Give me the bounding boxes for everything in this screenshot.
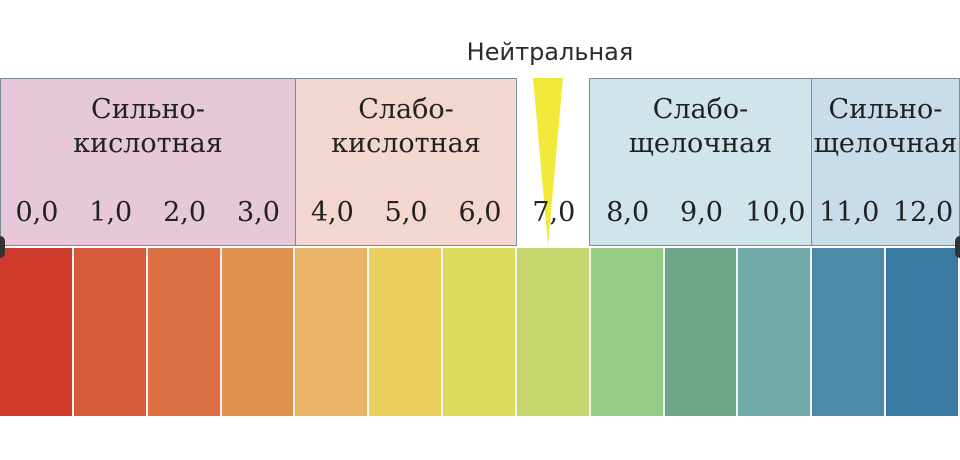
ph-color-cell bbox=[812, 248, 887, 416]
ph-tick-label: 0,0 bbox=[15, 197, 59, 228]
strongly-acidic-zone: Сильно- кислотная bbox=[0, 78, 296, 246]
ph-color-cell bbox=[73, 248, 148, 416]
strongly-alkaline-zone: Сильно- щелочная bbox=[811, 78, 960, 246]
zone-title: Сильно- щелочная bbox=[812, 93, 959, 161]
ph-tick-label: 9,0 bbox=[680, 197, 723, 228]
ph-color-bar bbox=[0, 248, 960, 416]
weakly-alkaline-zone: Слабо- щелочная bbox=[589, 78, 812, 246]
ph-zones: Сильно- кислотная Слабо- кислотная Слабо… bbox=[0, 78, 960, 248]
ph-color-cell bbox=[369, 248, 444, 416]
zone-title: Сильно- кислотная bbox=[1, 93, 295, 161]
ph-color-cell bbox=[738, 248, 813, 416]
zone-title: Слабо- кислотная bbox=[296, 93, 516, 161]
ph-tick-label: 1,0 bbox=[89, 197, 133, 228]
ph-tick-label: 3,0 bbox=[236, 197, 280, 228]
ph-tick-label: 4,0 bbox=[310, 197, 354, 228]
left-edge-handle-icon bbox=[0, 236, 5, 258]
ph-tick-label: 6,0 bbox=[458, 197, 502, 228]
ph-color-cell bbox=[147, 248, 222, 416]
ph-color-cell bbox=[0, 248, 74, 416]
ph-color-cell bbox=[664, 248, 739, 416]
ph-tick-label: 5,0 bbox=[384, 197, 428, 228]
ph-tick-label: 2,0 bbox=[163, 197, 207, 228]
ph-color-cell bbox=[886, 248, 960, 416]
ph-tick-label: 7,0 bbox=[532, 197, 576, 228]
zone-title: Слабо- щелочная bbox=[590, 93, 811, 161]
zone-line-2: кислотная bbox=[73, 128, 223, 159]
ph-color-cell bbox=[590, 248, 665, 416]
zone-line-2: щелочная bbox=[628, 128, 773, 159]
ph-tick-label: 12,0 bbox=[893, 197, 954, 228]
right-edge-handle-icon bbox=[955, 236, 960, 258]
zone-line-1: Слабо- bbox=[358, 94, 454, 125]
ph-color-cell bbox=[221, 248, 296, 416]
weakly-acidic-zone: Слабо- кислотная bbox=[295, 78, 517, 246]
zone-line-1: Сильно- bbox=[828, 94, 943, 125]
zone-line-1: Слабо- bbox=[652, 94, 749, 125]
neutral-label: Нейтральная bbox=[466, 38, 634, 66]
ph-tick-label: 10,0 bbox=[745, 197, 806, 228]
ph-tick-label: 8,0 bbox=[606, 197, 650, 228]
ph-color-cell bbox=[295, 248, 370, 416]
neutral-marker-icon bbox=[533, 78, 563, 246]
zone-line-2: кислотная bbox=[331, 128, 481, 159]
ph-color-cell bbox=[443, 248, 517, 416]
ph-tick-label: 11,0 bbox=[819, 197, 880, 228]
zone-line-2: щелочная bbox=[813, 128, 958, 159]
ph-color-cell bbox=[516, 248, 591, 416]
zone-line-1: Сильно- bbox=[91, 94, 205, 125]
